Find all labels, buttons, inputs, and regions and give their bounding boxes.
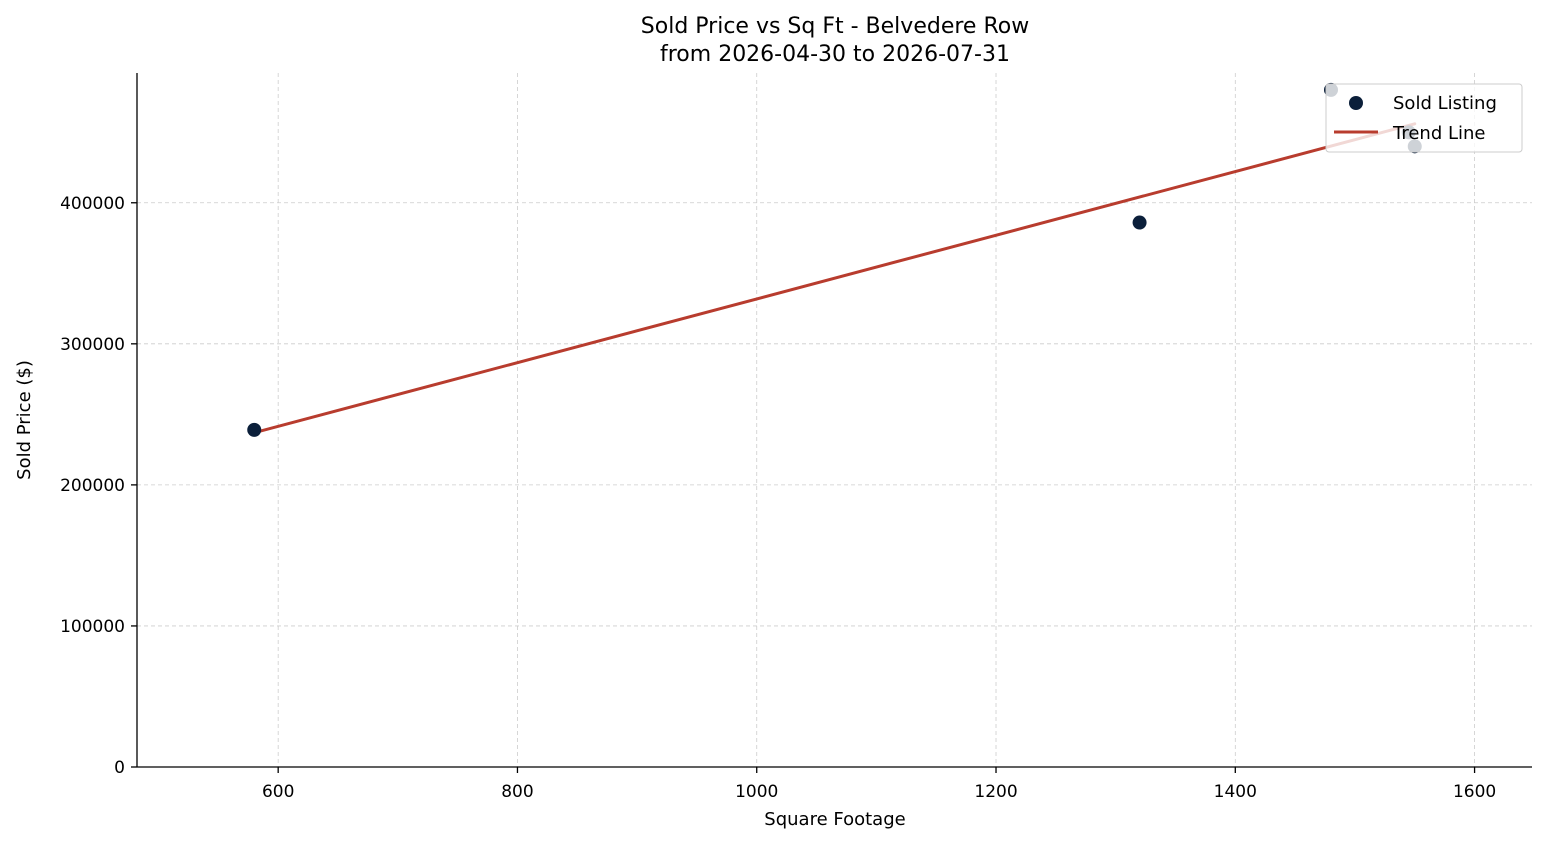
x-tick-label: 600 [262,782,294,802]
scatter-points [247,82,1422,437]
x-axis-label: Square Footage [764,809,905,830]
grid [137,73,1532,767]
y-axis-label: Sold Price ($) [14,360,35,480]
legend-marker-sold-listing [1349,96,1363,110]
trend-line [252,122,1417,435]
y-tick-label: 300000 [60,335,125,355]
y-tick-label: 100000 [60,617,125,637]
legend-box [1325,83,1523,153]
chart-title: Sold Price vs Sq Ft - Belvedere Row [641,14,1029,39]
axes [136,73,1532,768]
x-tick-label: 1600 [1453,782,1496,802]
chart-subtitle: from 2026-04-30 to 2026-07-31 [660,42,1010,67]
x-ticks: 600 800 1000 1200 1400 1600 [262,767,1496,802]
y-tick-label: 200000 [60,476,125,496]
legend-label-trend-line: Trend Line [1392,123,1486,144]
y-tick-label: 0 [114,758,125,778]
y-ticks: 0 100000 200000 300000 400000 [60,194,137,778]
x-tick-label: 1000 [735,782,778,802]
y-tick-label: 400000 [60,194,125,214]
scatter-point [247,422,262,437]
legend: Sold Listing Trend Line [1325,83,1523,153]
x-tick-label: 1200 [974,782,1017,802]
legend-label-sold-listing: Sold Listing [1393,93,1497,114]
x-tick-label: 1400 [1214,782,1257,802]
trend-line-layer [252,122,1417,435]
x-tick-label: 800 [501,782,533,802]
scatter-point [1132,215,1147,230]
